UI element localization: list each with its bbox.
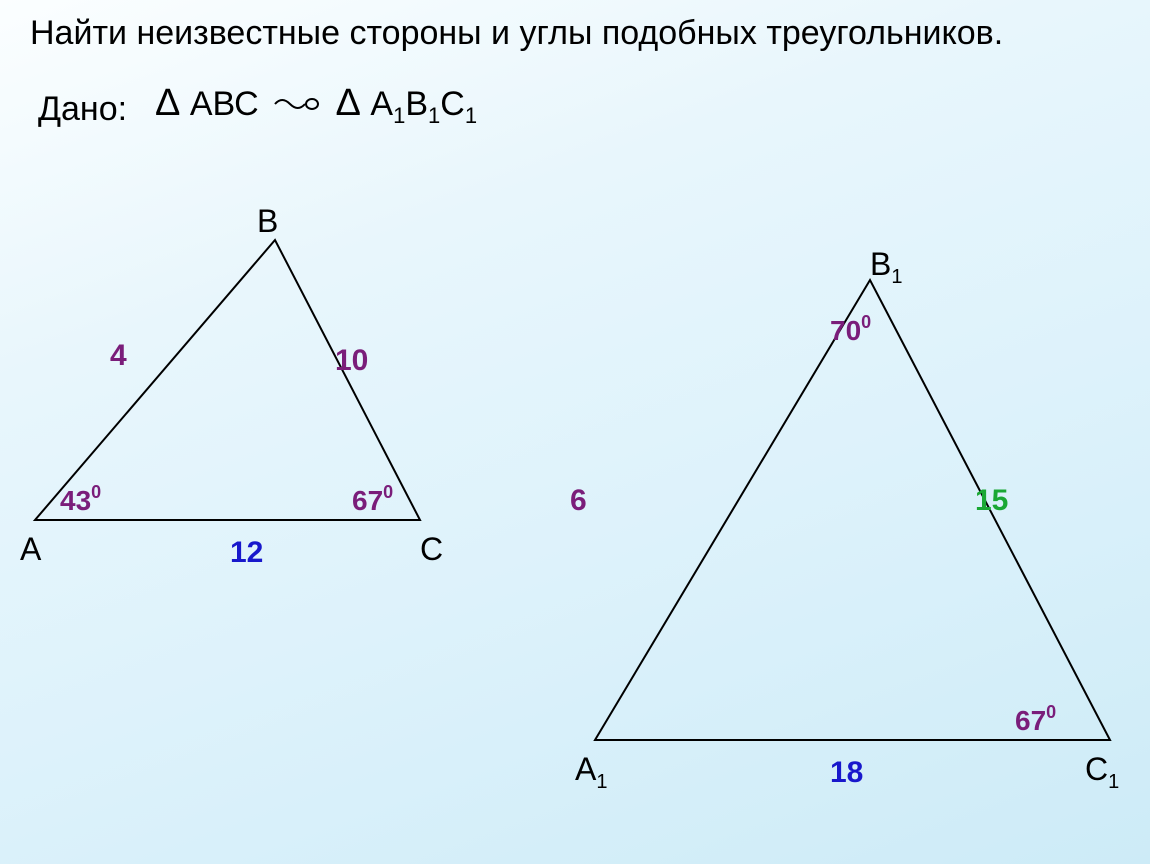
- vertex-B1-label: В1: [870, 246, 902, 288]
- vertex-C1-label: С1: [1085, 751, 1119, 793]
- side-B1C1-value: 15: [975, 484, 1008, 517]
- triangle-a1b1c1: [595, 280, 1110, 740]
- side-A1C1-value: 18: [830, 756, 863, 789]
- side-AC-value: 12: [230, 536, 263, 569]
- geometry-diagram: А В С 4 10 12 430 670 А1 В1 С1 6 15 18 7…: [0, 0, 1150, 864]
- vertex-B-label: В: [257, 203, 278, 239]
- vertex-A1-label: А1: [575, 751, 607, 793]
- side-AB-value: 4: [110, 339, 127, 372]
- side-BC-value: 10: [335, 344, 368, 377]
- angle-B1-value: 700: [830, 312, 871, 346]
- angle-C-value: 670: [352, 482, 393, 516]
- triangle-abc: [35, 240, 420, 520]
- vertex-C-label: С: [420, 531, 443, 567]
- vertex-A-label: А: [20, 531, 42, 567]
- angle-C1-value: 670: [1015, 702, 1056, 736]
- angle-A-value: 430: [60, 482, 101, 516]
- side-A1B1-value: 6: [570, 484, 587, 517]
